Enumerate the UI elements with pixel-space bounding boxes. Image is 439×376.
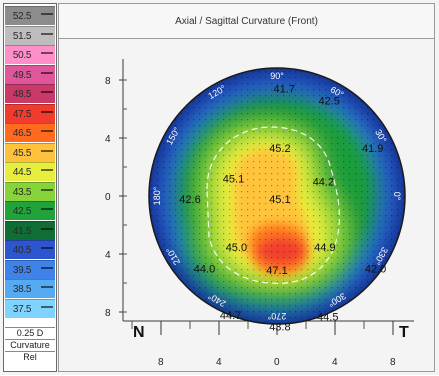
curvature-reading: 45.2 bbox=[269, 143, 290, 155]
legend-swatch: 49.5 bbox=[5, 64, 55, 84]
y-tick-label: 8 bbox=[105, 76, 111, 87]
legend-value-label: 42.5 bbox=[12, 206, 32, 217]
legend-swatch: 44.5 bbox=[5, 162, 55, 181]
legend-value-label: 39.5 bbox=[12, 264, 32, 276]
legend-value-label: 44.5 bbox=[12, 167, 32, 178]
legend-swatch: 38.5 bbox=[5, 279, 55, 298]
legend-swatch: 48.5 bbox=[5, 84, 55, 103]
angle-label: 0° bbox=[392, 192, 402, 201]
temporal-label: T bbox=[399, 324, 409, 341]
nasal-label: N bbox=[133, 324, 145, 341]
x-tick-label: 4 bbox=[332, 357, 338, 368]
legend-swatch: 41.5 bbox=[5, 220, 55, 240]
legend-tick bbox=[41, 305, 53, 308]
legend-swatch: 40.5 bbox=[5, 240, 55, 259]
legend-swatch: 43.5 bbox=[5, 181, 55, 201]
curvature-reading: 41.7 bbox=[274, 84, 295, 96]
legend-tick bbox=[41, 13, 53, 15]
legend-value-label: 40.5 bbox=[12, 245, 32, 256]
legend-swatch: 50.5 bbox=[5, 45, 55, 64]
curvature-reading: 45.1 bbox=[223, 174, 244, 186]
x-tick-label: 8 bbox=[390, 357, 396, 368]
angle-label: 90° bbox=[270, 71, 284, 81]
x-tick-label: 4 bbox=[216, 357, 222, 368]
cornea-color-map[interactable] bbox=[139, 59, 419, 339]
legend-tick bbox=[41, 169, 53, 171]
y-tick-label: 0 bbox=[105, 192, 111, 203]
legend-value-label: 49.5 bbox=[12, 69, 32, 81]
curvature-reading: 41.9 bbox=[362, 143, 383, 155]
curvature-reading: 44.5 bbox=[317, 311, 338, 323]
legend-swatch: 52.5 bbox=[5, 6, 55, 25]
legend-value-label: 50.5 bbox=[12, 50, 32, 61]
curvature-reading: 42.5 bbox=[318, 95, 339, 107]
legend-swatch: 46.5 bbox=[5, 123, 55, 142]
legend-swatch: 45.5 bbox=[5, 142, 55, 162]
y-tick-label: 8 bbox=[105, 308, 111, 319]
angle-label: 270° bbox=[267, 311, 286, 321]
legend-swatch: 42.5 bbox=[5, 201, 55, 220]
curvature-reading: 47.1 bbox=[266, 265, 287, 277]
x-tick-label: 0 bbox=[274, 357, 280, 368]
curvature-reading: 42.0 bbox=[365, 264, 386, 276]
curvature-reading: 45.1 bbox=[269, 194, 290, 206]
legend-swatch: 37.5 bbox=[5, 298, 55, 318]
y-tick-label: 4 bbox=[105, 134, 111, 145]
legend-tick bbox=[41, 227, 53, 230]
legend-swatch: 39.5 bbox=[5, 259, 55, 279]
legend-value-label: 47.5 bbox=[12, 108, 32, 120]
legend-tick bbox=[41, 71, 53, 74]
curvature-reading: 42.6 bbox=[179, 194, 200, 206]
legend-tick bbox=[41, 130, 53, 132]
legend-value-label: 43.5 bbox=[12, 186, 32, 198]
quantity-label[interactable]: Curvature bbox=[5, 339, 55, 351]
curvature-reading: 44.2 bbox=[313, 177, 334, 189]
y-tick-label: 4 bbox=[105, 250, 111, 261]
curvature-reading: 44.9 bbox=[314, 242, 335, 254]
legend-tick bbox=[41, 52, 53, 54]
pupil-outline bbox=[206, 126, 340, 284]
legend-swatch: 47.5 bbox=[5, 103, 55, 123]
curvature-reading: 44.7 bbox=[220, 310, 241, 322]
legend-tick bbox=[41, 208, 53, 210]
legend-value-label: 52.5 bbox=[12, 11, 32, 22]
legend-swatch: 51.5 bbox=[5, 25, 55, 45]
legend-tick bbox=[41, 149, 53, 152]
legend-tick bbox=[41, 110, 53, 113]
legend-value-label: 48.5 bbox=[12, 89, 32, 100]
legend-tick bbox=[41, 91, 53, 93]
legend-tick bbox=[41, 247, 53, 249]
curvature-reading: 43.8 bbox=[269, 322, 290, 334]
legend-tick bbox=[41, 32, 53, 35]
legend-tick bbox=[41, 188, 53, 191]
step-size-label: 0.25 D bbox=[5, 327, 55, 339]
legend-tick bbox=[41, 286, 53, 288]
legend-value-label: 45.5 bbox=[12, 147, 32, 159]
legend-value-label: 51.5 bbox=[12, 30, 32, 42]
legend-value-label: 38.5 bbox=[12, 284, 32, 295]
legend-value-label: 41.5 bbox=[12, 225, 32, 237]
x-tick-label: 8 bbox=[158, 357, 164, 368]
legend-tick bbox=[41, 266, 53, 269]
map-title-bar: Axial / Sagittal Curvature (Front) bbox=[58, 3, 435, 39]
cornea-border bbox=[148, 67, 406, 325]
curvature-reading: 44.0 bbox=[194, 264, 215, 276]
color-scale-legend: 52.5 51.5 50.5 49.5 48.5 47.5 46.5 45.5 44.5 43.5… bbox=[3, 3, 57, 372]
scale-mode-label[interactable]: Rel bbox=[5, 351, 55, 363]
map-title: Axial / Sagittal Curvature (Front) bbox=[175, 16, 318, 27]
curvature-reading: 45.0 bbox=[226, 242, 247, 254]
legend-value-label: 37.5 bbox=[12, 303, 32, 315]
legend-value-label: 46.5 bbox=[12, 128, 32, 139]
angle-label: 180° bbox=[152, 186, 162, 205]
